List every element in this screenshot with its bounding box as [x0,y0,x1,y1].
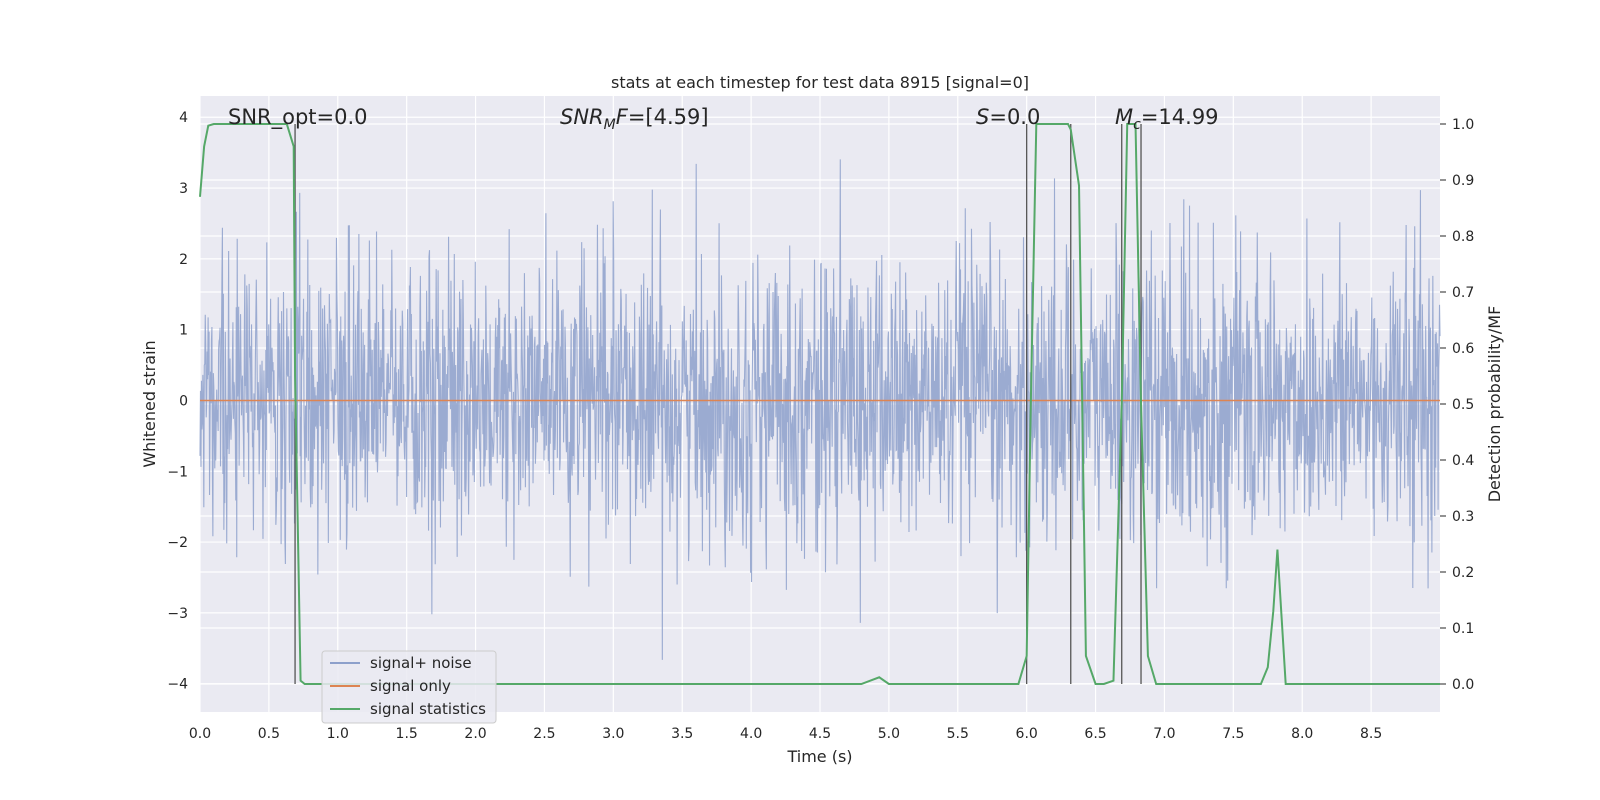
x-tick-label: 2.0 [464,726,486,742]
x-tick-label: 8.0 [1291,726,1313,742]
x-tick-labels: 0.0 0.5 1.0 1.5 2.0 2.5 3.0 3.5 4.0 4.5 5.0 5.5 6.0 6… [189,726,1382,742]
x-tick-label: 1.0 [327,726,349,742]
x-tick-label: 0.5 [258,726,280,742]
y-tick-label: −3 [167,606,188,622]
y-right-tick-label: 0.8 [1452,229,1474,245]
x-tick-label: 3.0 [602,726,624,742]
line-signal-statistics [199,123,1440,685]
x-tick-label: 5.5 [947,726,969,742]
series-signal-statistics [199,123,1440,685]
x-axis-label: Time (s) [786,747,852,766]
y-tick-label: 2 [179,252,188,268]
annotation-snr-mf-after: =[4.59] [628,105,709,129]
y-tick-label: 4 [179,110,188,126]
legend-label-signal-only: signal only [370,677,451,695]
x-tick-label: 4.0 [740,726,762,742]
y-right-tick-label: 0.6 [1452,341,1474,357]
x-tick-label: 0.0 [189,726,211,742]
y-right-tick-label: 0.5 [1452,397,1474,413]
x-tick-label: 6.0 [1016,726,1038,742]
legend-box [321,650,497,724]
annotation-s-main: S [976,105,989,129]
y-tick-label: 0 [179,393,188,409]
annotation-s-after: =0.0 [989,105,1040,129]
annotation-snr-mf: SNRMF=[4.59] [560,105,709,133]
y-right-tick-label: 0.9 [1452,173,1474,189]
y-tick-label: −2 [167,535,188,551]
x-tick-label: 4.5 [809,726,831,742]
x-tick-label: 6.5 [1084,726,1106,742]
line-signal-plus-noise [199,159,1441,660]
chart-title: stats at each timestep for test data 891… [611,73,1029,92]
y-tick-label: −1 [167,464,188,480]
x-tick-label: 3.5 [671,726,693,742]
y-tick-labels: 4 3 2 1 0 −1 −2 −3 −4 [167,110,188,692]
y-tick-label: −4 [167,677,188,693]
y-right-tick-label: 1.0 [1452,117,1474,133]
annotation-snr-mf-main: SNR [560,105,604,129]
annotation-s: S=0.0 [976,105,1040,129]
y-axis-label: Whitened strain [140,340,159,467]
y-right-tick-label: 0.7 [1452,285,1474,301]
legend-label-signal-statistics: signal statistics [370,700,486,718]
series-signal-plus-noise [199,159,1441,660]
x-tick-label: 8.5 [1360,726,1382,742]
x-tick-label: 5.0 [878,726,900,742]
y-right-tick-label: 0.2 [1452,565,1474,581]
x-tick-label: 7.5 [1222,726,1244,742]
legend: signal+ noise signal only signal statist… [321,650,497,724]
annotation-mc-main: M [1115,105,1133,129]
y-right-tick-label: 0.3 [1452,509,1474,525]
annotation-snr-mf-after-i: F [616,105,629,129]
annotation-mc: Mc=14.99 [1115,105,1219,133]
legend-label-signal-plus-noise: signal+ noise [370,654,472,672]
y-right-tick-label: 0.4 [1452,453,1474,469]
x-tick-label: 2.5 [533,726,555,742]
x-tick-label: 7.0 [1153,726,1175,742]
annotation-mc-after: =14.99 [1141,105,1219,129]
annotation-mc-sub: c [1133,117,1141,133]
annotation-snr-mf-sub: M [604,117,616,133]
annotations: SNR_opt=0.0 SNRMF=[4.59] S=0.0 Mc=14.99 [228,105,1219,133]
y-right-axis-label: Detection probability/MF [1485,306,1504,503]
annotation-snr-opt: SNR_opt=0.0 [228,105,368,130]
x-tick-label: 1.5 [396,726,418,742]
y-right-tick-labels: 1.0 0.9 0.8 0.7 0.6 0.5 0.4 0.3 0.2 0.1 0.0 [1440,117,1474,693]
y-tick-label: 3 [179,181,188,197]
y-right-tick-label: 0.0 [1452,677,1474,693]
y-tick-label: 1 [179,323,188,339]
y-right-tick-label: 0.1 [1452,621,1474,637]
